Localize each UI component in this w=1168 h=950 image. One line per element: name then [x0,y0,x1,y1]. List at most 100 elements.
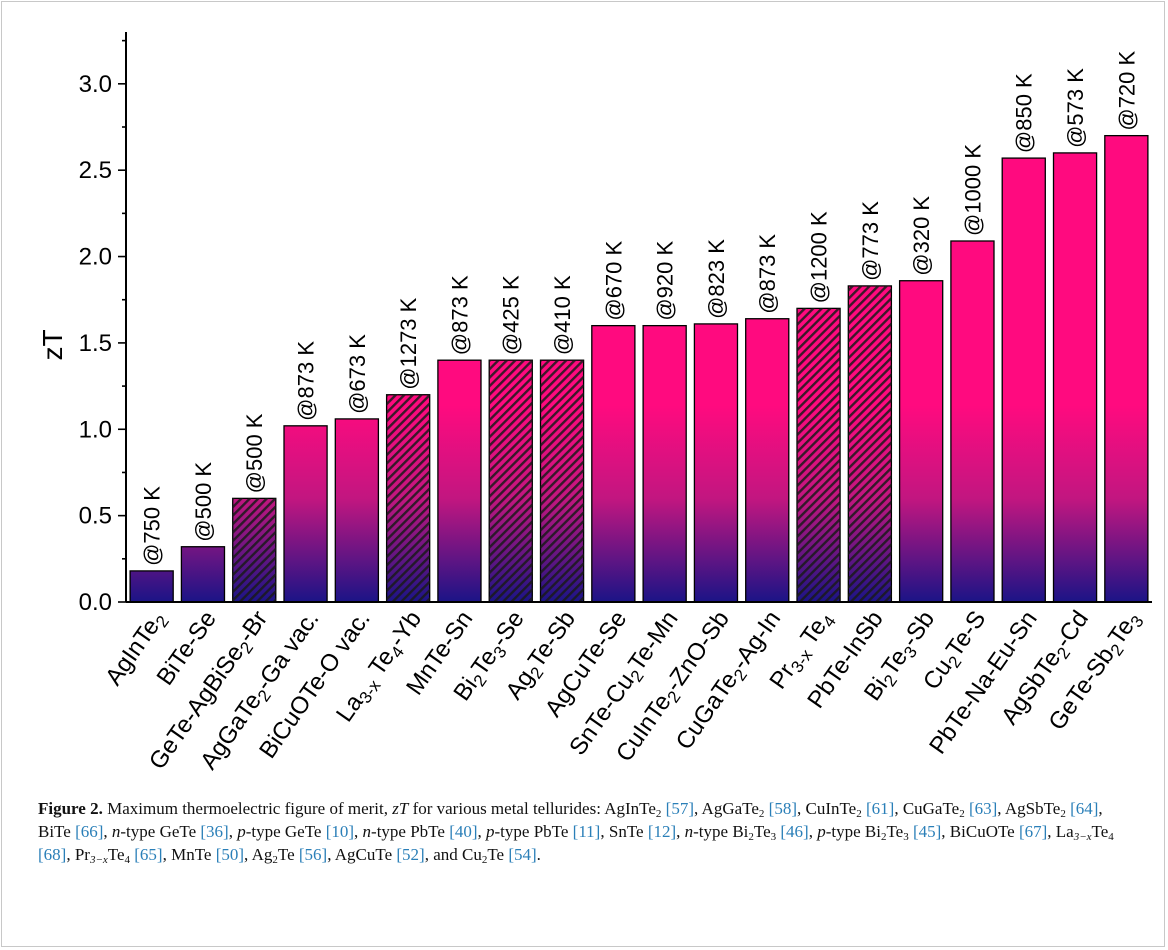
data-label: @410 K [550,275,575,355]
caption-segment: 4 [124,854,131,866]
caption-segment: 2 [655,808,662,820]
bar [591,324,636,603]
data-label: @873 K [294,341,319,421]
caption-segment: , Pr [66,845,90,864]
data-label: @1273 K [396,297,421,389]
citation-link[interactable]: [11] [572,822,601,841]
y-tick-label: 3.0 [79,71,112,98]
caption-segment: , AgGaTe [694,799,759,818]
caption-segment: p [237,822,246,841]
y-tick-label: 1.5 [79,330,112,357]
bar-hatch [848,285,892,602]
citation-link[interactable]: [58] [768,799,797,818]
caption-segment: p [817,822,826,841]
caption-segment: , [477,822,487,841]
caption-segment: , BiCuOTe [941,822,1019,841]
bar [1104,134,1149,603]
caption-segment: -type PbTe [494,822,573,841]
citation-link[interactable]: [68] [38,845,67,864]
caption-segment: 2 [1060,808,1066,820]
caption-segment: , AgSbTe [997,799,1061,818]
caption-segment: p [486,822,495,841]
caption-segment: n [362,822,372,841]
data-label: @773 K [858,201,883,281]
caption-segment: 2 [959,808,965,820]
citation-link[interactable]: [61] [865,799,895,818]
citation-link[interactable]: [65] [134,845,163,864]
caption-segment: , Ag [244,845,273,864]
data-label: @425 K [499,275,524,355]
caption-segment: 2 [758,808,765,820]
bar [642,324,687,603]
data-label: @573 K [1063,68,1088,148]
data-label: @850 K [1012,73,1037,153]
citation-link[interactable]: [63] [968,799,998,818]
caption-segment: Te [753,822,771,841]
caption-segment: , [354,822,363,841]
y-axis-label: zT [37,329,68,360]
caption-segment: , CuInTe [796,799,857,818]
caption-segment: , [103,822,112,841]
bar [437,359,482,603]
caption-segment: -type GeTe [120,822,201,841]
citation-link[interactable]: [66] [75,822,104,841]
data-label: @500 K [242,413,267,493]
data-label: @720 K [1114,50,1139,130]
bar [283,425,328,603]
data-label: @320 K [909,196,934,276]
caption-segment: , AgCuTe [327,845,397,864]
data-label: @823 K [704,239,729,319]
bar-hatch [232,498,276,602]
data-label: @1000 K [960,144,985,236]
caption-segment: , MnTe [162,845,216,864]
citation-link[interactable]: [57] [665,799,694,818]
citation-link[interactable]: [10] [325,822,355,841]
bar [1001,157,1046,603]
caption-segment: 2 [880,831,887,843]
citation-link[interactable]: [64] [1070,799,1099,818]
bar-hatch [386,394,430,602]
caption-segment: , SnTe [600,822,648,841]
citation-link[interactable]: [67] [1018,822,1048,841]
caption-segment: -type Bi [825,822,881,841]
bar [129,570,174,603]
citation-link[interactable]: [36] [200,822,229,841]
data-label: @750 K [140,486,165,566]
citation-link[interactable]: [40] [449,822,478,841]
citation-link[interactable]: [12] [647,822,677,841]
y-tick-label: 2.5 [79,157,112,184]
citation-link[interactable]: [56] [298,845,328,864]
caption-segment: Te [107,845,125,864]
citation-link[interactable]: [45] [912,822,942,841]
bar [1052,152,1098,603]
citation-link[interactable]: [52] [396,845,425,864]
caption-segment: , [808,822,818,841]
data-label: @873 K [447,275,472,355]
bar [693,323,739,603]
caption-segment: 2 [272,854,278,866]
bars-group: @750 K @500 K @500 K @873 K @673 K @1273 K @87… [129,50,1149,603]
citation-link[interactable]: [46] [780,822,809,841]
caption-segment: 3−x [89,854,108,866]
caption-segment: 2 [856,808,862,820]
caption-segment: 3 [903,831,909,843]
citation-link[interactable]: [50] [215,845,245,864]
citation-link[interactable]: [54] [508,845,537,864]
caption-segment: n [111,822,121,841]
caption-segment: 3 [770,831,777,843]
caption-segment: , and Cu [424,845,482,864]
caption-segment: 2 [748,831,754,843]
y-tick-label: 2.0 [79,244,112,271]
bar-hatch [797,308,841,602]
bar [898,280,944,603]
caption-label: Figure 2. [38,799,103,818]
bar-hatch [540,360,584,602]
data-label: @873 K [755,234,780,314]
y-tick-label: 0.5 [79,503,112,530]
bar [745,318,790,603]
caption-segment: Te [277,845,299,864]
caption-text: Maximum thermoelectric figure of merit, … [38,799,1114,866]
figure-caption: Figure 2. Maximum thermoelectric figure … [38,797,1138,866]
data-label: @920 K [653,240,678,320]
caption-segment: for various metal tellurides: AgInTe [408,799,656,818]
